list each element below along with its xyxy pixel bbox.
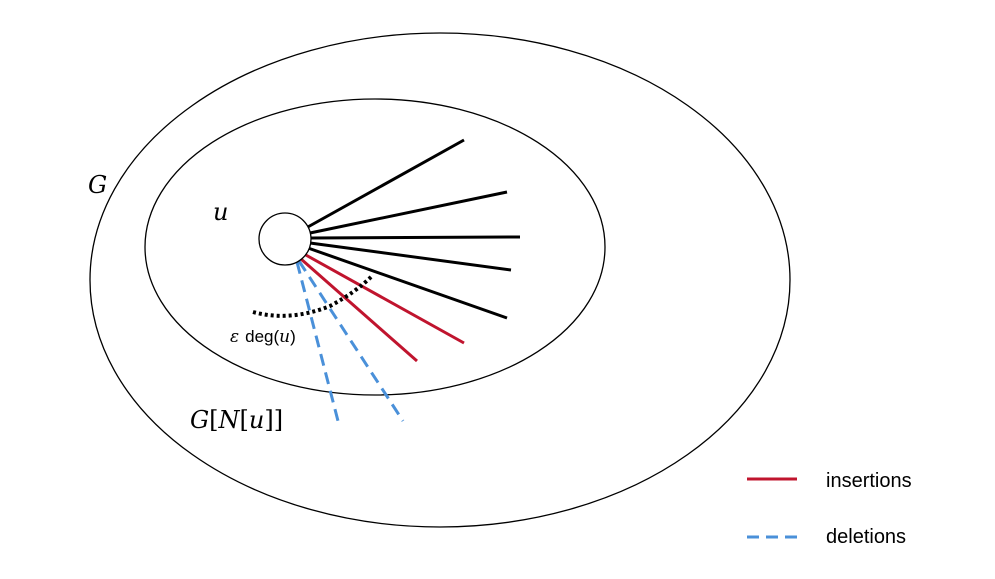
edge [310, 235, 521, 240]
deg-close: ) [290, 327, 296, 346]
edge [305, 138, 465, 230]
neighborhood-label: G[N[u]] [190, 406, 283, 434]
neighborhood-g: G [190, 406, 209, 434]
outer-graph-label: G [88, 171, 107, 199]
neighborhood-boundary [144, 98, 606, 396]
edge [309, 241, 512, 272]
neighborhood-open-bracket: [ [209, 406, 218, 434]
legend-insertion-label: insertions [826, 470, 912, 492]
deletion-edges [295, 260, 405, 422]
insertion-edge [300, 257, 418, 363]
outer-graph-boundary [89, 32, 791, 528]
vertex-label: u [213, 198, 228, 226]
threshold-arc [252, 274, 374, 318]
legend: insertions deletions [747, 470, 912, 548]
neighborhood-close: ]] [264, 406, 283, 434]
vertex-u [258, 212, 312, 266]
deletion-edge [295, 261, 340, 422]
existing-edges [305, 138, 521, 320]
neighborhood-n: N [218, 406, 241, 434]
epsilon-symbol: ε [230, 327, 239, 347]
deg-text: deg( [245, 327, 279, 346]
insertion-edge [303, 252, 465, 345]
deg-u: u [279, 327, 290, 347]
edge [307, 246, 508, 320]
threshold-label: ε deg(u) [230, 327, 296, 347]
legend-deletion-label: deletions [826, 526, 906, 548]
neighborhood-inner-bracket: [ [240, 406, 249, 434]
neighborhood-u: u [249, 406, 264, 434]
deletion-edge [297, 260, 405, 422]
edge [309, 190, 508, 235]
insertion-edges [300, 252, 465, 363]
